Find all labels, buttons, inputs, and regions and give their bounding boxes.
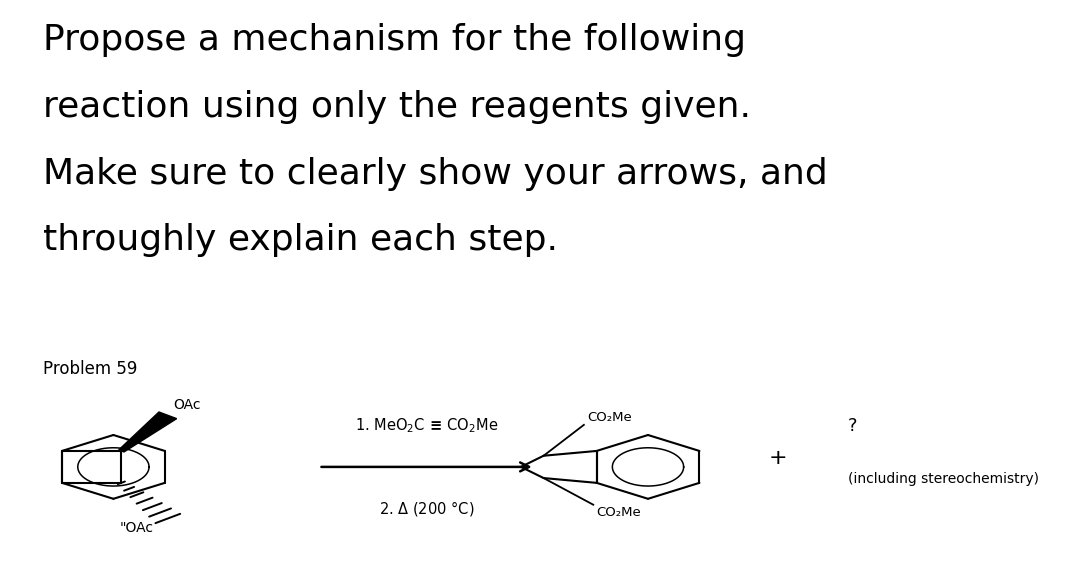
Text: Make sure to clearly show your arrows, and: Make sure to clearly show your arrows, a… xyxy=(43,157,828,191)
Text: reaction using only the reagents given.: reaction using only the reagents given. xyxy=(43,90,752,124)
Text: Propose a mechanism for the following: Propose a mechanism for the following xyxy=(43,23,746,57)
Text: 1. MeO$_2$C$\,$$\mathbf{\equiv}$$\,$CO$_2$Me: 1. MeO$_2$C$\,$$\mathbf{\equiv}$$\,$CO$_… xyxy=(355,416,498,435)
Text: CO₂Me: CO₂Me xyxy=(588,411,632,424)
Text: +: + xyxy=(768,448,787,468)
Text: (including stereochemistry): (including stereochemistry) xyxy=(848,472,1039,485)
Text: throughly explain each step.: throughly explain each step. xyxy=(43,223,558,258)
Text: ?: ? xyxy=(848,417,858,436)
Text: "OAc: "OAc xyxy=(119,521,153,535)
Polygon shape xyxy=(119,412,177,452)
Text: 2. $\Delta$ (200 °C): 2. $\Delta$ (200 °C) xyxy=(379,499,474,518)
Text: CO₂Me: CO₂Me xyxy=(596,506,642,519)
Text: Problem 59: Problem 59 xyxy=(43,360,137,378)
Text: OAc: OAc xyxy=(173,398,201,412)
